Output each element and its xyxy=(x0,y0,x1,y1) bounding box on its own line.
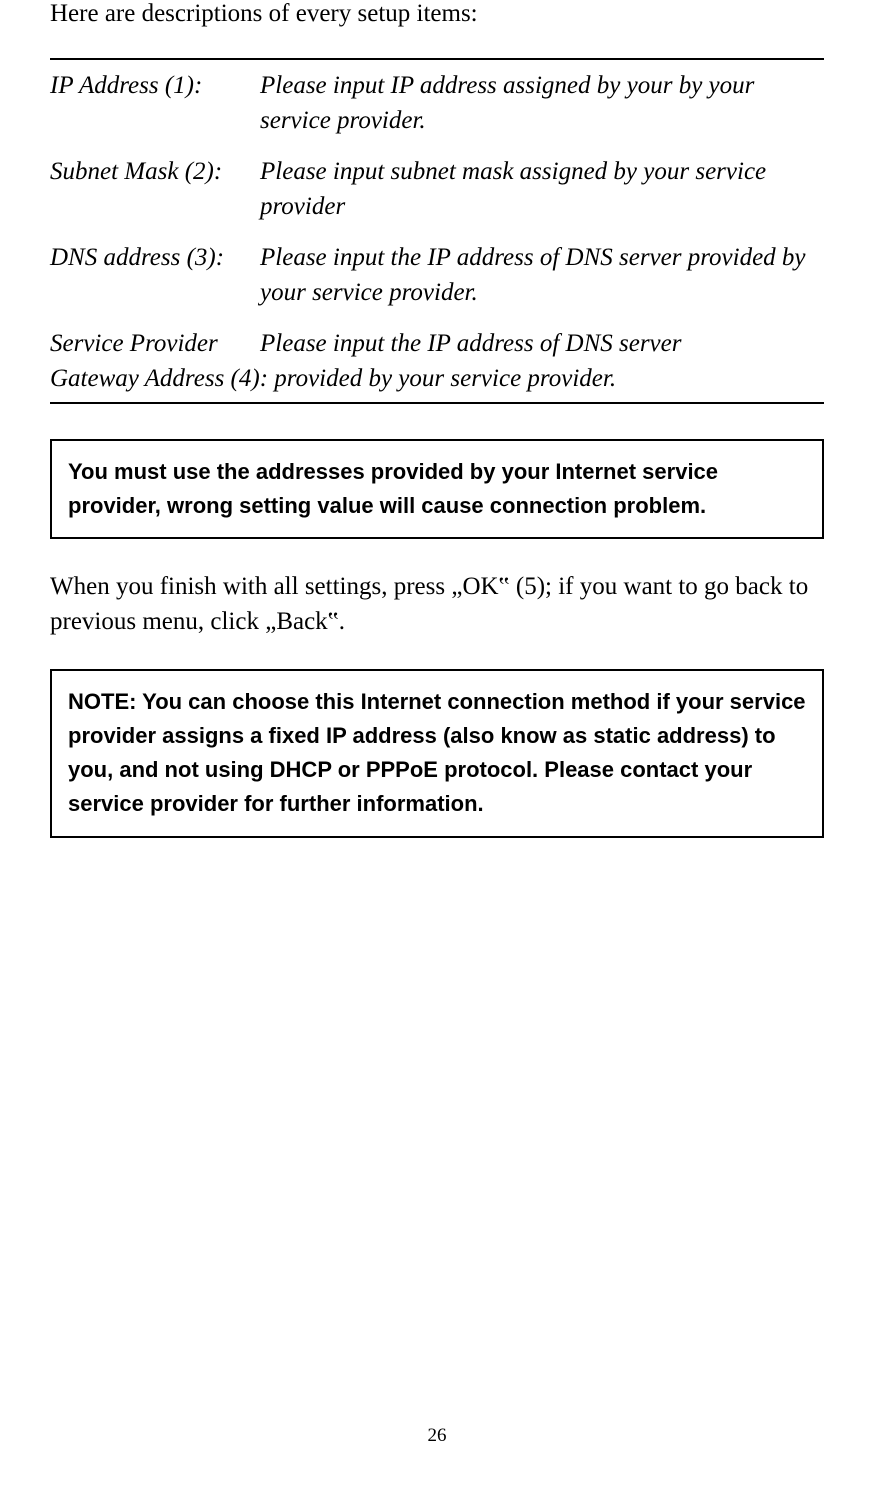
definition-description: Please input the IP address of DNS serve… xyxy=(260,326,824,361)
page-number: 26 xyxy=(0,1425,874,1447)
instruction-text: When you finish with all settings, press… xyxy=(50,569,824,639)
definition-row: DNS address (3): Please input the IP add… xyxy=(50,232,824,318)
definition-row: Service Provider Please input the IP add… xyxy=(50,318,824,402)
definition-term: IP Address (1): xyxy=(50,68,260,138)
note-box: NOTE: You can choose this Internet conne… xyxy=(50,669,824,837)
definition-description: Please input subnet mask assigned by you… xyxy=(260,154,824,224)
intro-text: Here are descriptions of every setup ite… xyxy=(50,0,824,28)
definition-row: IP Address (1): Please input IP address … xyxy=(50,60,824,146)
warning-box: You must use the addresses provided by y… xyxy=(50,439,824,539)
definitions-table: IP Address (1): Please input IP address … xyxy=(50,58,824,404)
definition-term: DNS address (3): xyxy=(50,240,260,310)
definition-description: Please input IP address assigned by your… xyxy=(260,68,824,138)
definition-row: Subnet Mask (2): Please input subnet mas… xyxy=(50,146,824,232)
definition-continuation: Gateway Address (4): provided by your se… xyxy=(50,361,824,402)
definition-term: Service Provider xyxy=(50,326,260,361)
definition-description: Please input the IP address of DNS serve… xyxy=(260,240,824,310)
definition-term: Subnet Mask (2): xyxy=(50,154,260,224)
